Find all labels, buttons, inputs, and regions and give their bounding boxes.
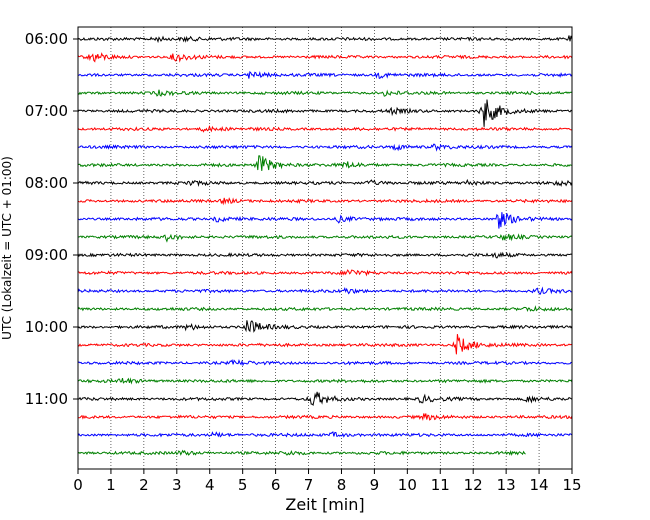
- seismic-trace: [77, 449, 526, 456]
- seismic-trace: [78, 413, 573, 421]
- x-tick-label: 9: [370, 476, 380, 494]
- x-tick-label: 2: [139, 476, 149, 494]
- seismic-trace: [77, 143, 573, 152]
- x-axis-label: Zeit [min]: [285, 495, 364, 514]
- x-tick-label: 14: [530, 476, 549, 494]
- seismic-trace: [77, 286, 573, 295]
- x-tick-label: 4: [205, 476, 215, 494]
- seismic-trace: [77, 320, 573, 333]
- x-tick-label: 7: [304, 476, 314, 494]
- seismic-trace: [77, 233, 573, 243]
- seismic-trace: [77, 391, 573, 407]
- x-tick-label: 11: [431, 476, 450, 494]
- x-tick-label: 12: [464, 476, 483, 494]
- seismic-trace: [77, 197, 573, 206]
- y-axis-ticks: 06:00 07:00 08:00 09:00 10:00 11:00: [25, 30, 78, 408]
- x-tick-label: 10: [398, 476, 417, 494]
- x-axis-ticks: 0 1 2 3 4 5 6 7 8 9 10 11 12 13 14 15: [73, 469, 582, 494]
- seismic-trace: [77, 212, 573, 229]
- seismic-trace: [77, 269, 573, 277]
- seismic-trace: [78, 70, 573, 79]
- x-tick-label: 1: [106, 476, 116, 494]
- x-tick-label: 5: [238, 476, 248, 494]
- seismic-trace: [77, 124, 572, 133]
- seismic-trace: [77, 178, 573, 188]
- plot-frame: [77, 26, 573, 470]
- seismic-trace: [77, 334, 573, 355]
- x-tick-label: 8: [337, 476, 347, 494]
- seismic-trace: [77, 358, 573, 367]
- seismic-trace: [77, 305, 573, 312]
- x-tick-label: 3: [172, 476, 182, 494]
- y-tick-label: 11:00: [25, 390, 68, 408]
- x-tick-label: 0: [73, 476, 83, 494]
- seismic-trace: [77, 89, 573, 97]
- y-tick-label: 06:00: [25, 30, 68, 48]
- seismic-trace: [77, 377, 573, 385]
- x-tick-label: 15: [562, 476, 581, 494]
- y-axis-label: UTC (Lokalzeit = UTC + 01:00): [0, 156, 14, 340]
- seismic-trace: [77, 431, 573, 438]
- seismic-trace: [77, 99, 573, 127]
- seismic-trace: [77, 155, 573, 171]
- seismic-trace: [77, 52, 573, 63]
- y-tick-label: 07:00: [25, 102, 68, 120]
- seismic-trace: [77, 35, 573, 44]
- y-tick-label: 09:00: [25, 246, 68, 264]
- x-tick-label: 6: [271, 476, 281, 494]
- y-tick-label: 08:00: [25, 174, 68, 192]
- y-tick-label: 10:00: [25, 318, 68, 336]
- trace-group: [77, 35, 573, 456]
- seismic-trace: [77, 251, 573, 259]
- x-tick-label: 13: [497, 476, 516, 494]
